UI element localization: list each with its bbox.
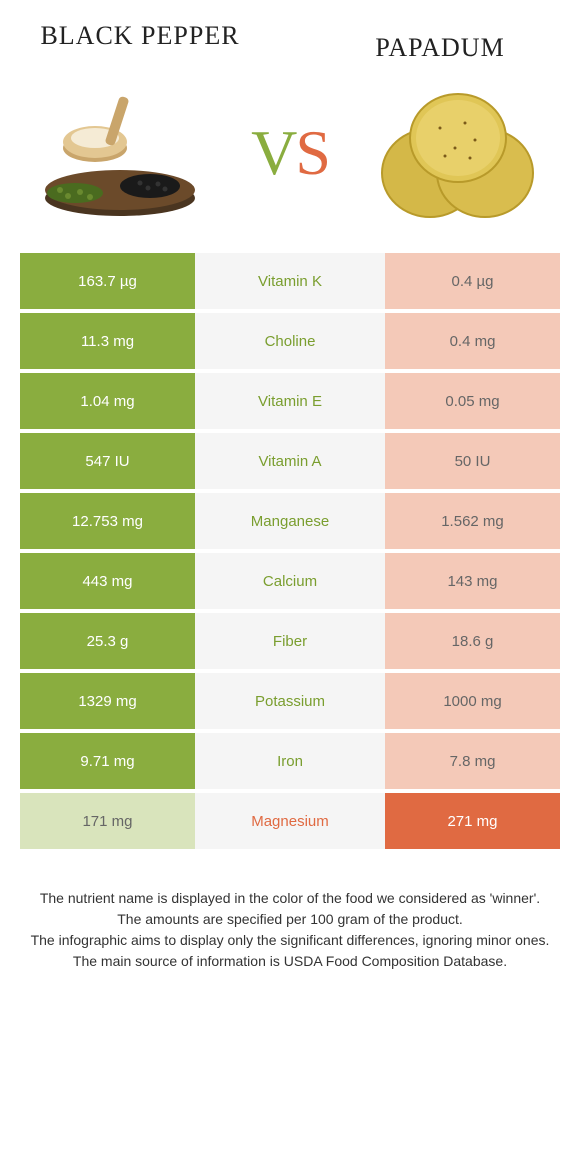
footer-line: The nutrient name is displayed in the co…: [30, 888, 550, 909]
right-value: 0.05 mg: [385, 373, 560, 429]
table-row: 12.753 mgManganese1.562 mg: [20, 493, 560, 553]
table-row: 9.71 mgIron7.8 mg: [20, 733, 560, 793]
header: Black Pepper Papadum: [0, 0, 580, 68]
right-value: 1.562 mg: [385, 493, 560, 549]
left-value: 12.753 mg: [20, 493, 195, 549]
left-value: 9.71 mg: [20, 733, 195, 789]
nutrient-name: Manganese: [195, 493, 385, 549]
images-row: VS: [0, 68, 580, 253]
right-value: 0.4 µg: [385, 253, 560, 309]
table-row: 1329 mgPotassium1000 mg: [20, 673, 560, 733]
nutrient-name: Potassium: [195, 673, 385, 729]
vs-label: VS: [251, 116, 329, 190]
vs-v: V: [251, 117, 295, 188]
left-value: 1329 mg: [20, 673, 195, 729]
comparison-table: 163.7 µgVitamin K0.4 µg11.3 mgCholine0.4…: [20, 253, 560, 853]
footer-line: The amounts are specified per 100 gram o…: [30, 909, 550, 930]
right-food-title: Papadum: [340, 32, 540, 63]
table-row: 163.7 µgVitamin K0.4 µg: [20, 253, 560, 313]
table-row: 171 mgMagnesium271 mg: [20, 793, 560, 853]
left-value: 171 mg: [20, 793, 195, 849]
nutrient-name: Vitamin K: [195, 253, 385, 309]
table-row: 443 mgCalcium143 mg: [20, 553, 560, 613]
footer-line: The infographic aims to display only the…: [30, 930, 550, 951]
right-value: 0.4 mg: [385, 313, 560, 369]
left-value: 547 IU: [20, 433, 195, 489]
nutrient-name: Choline: [195, 313, 385, 369]
table-row: 547 IUVitamin A50 IU: [20, 433, 560, 493]
nutrient-name: Magnesium: [195, 793, 385, 849]
right-value: 271 mg: [385, 793, 560, 849]
left-value: 1.04 mg: [20, 373, 195, 429]
table-row: 11.3 mgCholine0.4 mg: [20, 313, 560, 373]
right-value: 143 mg: [385, 553, 560, 609]
footer-notes: The nutrient name is displayed in the co…: [0, 853, 580, 992]
right-value: 7.8 mg: [385, 733, 560, 789]
footer-line: The main source of information is USDA F…: [30, 951, 550, 972]
nutrient-name: Vitamin E: [195, 373, 385, 429]
table-row: 25.3 gFiber18.6 g: [20, 613, 560, 673]
vs-s: S: [295, 117, 329, 188]
nutrient-name: Fiber: [195, 613, 385, 669]
left-value: 443 mg: [20, 553, 195, 609]
left-value: 163.7 µg: [20, 253, 195, 309]
right-food-image: [370, 78, 550, 228]
right-value: 18.6 g: [385, 613, 560, 669]
nutrient-name: Vitamin A: [195, 433, 385, 489]
left-value: 25.3 g: [20, 613, 195, 669]
left-food-image: [30, 78, 210, 228]
right-value: 50 IU: [385, 433, 560, 489]
table-row: 1.04 mgVitamin E0.05 mg: [20, 373, 560, 433]
nutrient-name: Calcium: [195, 553, 385, 609]
left-value: 11.3 mg: [20, 313, 195, 369]
nutrient-name: Iron: [195, 733, 385, 789]
left-food-title: Black Pepper: [40, 20, 240, 51]
right-value: 1000 mg: [385, 673, 560, 729]
